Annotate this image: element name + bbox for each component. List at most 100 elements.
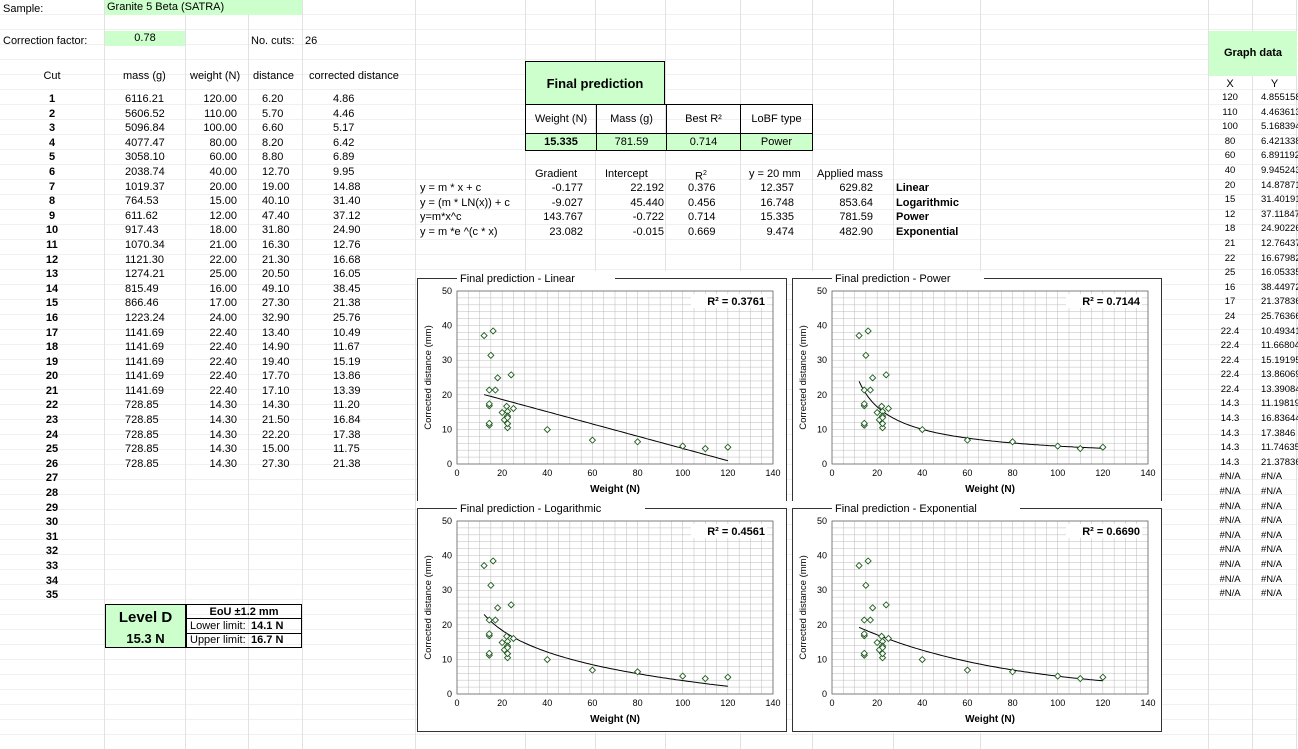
graph-x[interactable]: 24 — [1224, 310, 1236, 322]
graph-y[interactable]: 12.76437 — [1261, 237, 1298, 249]
cut-mass[interactable]: 6116.21 — [125, 93, 164, 105]
cut-mass[interactable]: 1121.30 — [125, 253, 164, 266]
cut-distance[interactable]: 40.10 — [262, 195, 290, 208]
cut-number[interactable]: 5 — [48, 151, 56, 164]
graph-x[interactable]: 40 — [1224, 164, 1236, 176]
cut-mass[interactable]: 2038.74 — [125, 165, 165, 178]
fit-intercept[interactable]: 45.440 — [630, 196, 664, 209]
cut-corrected-distance[interactable]: 11.67 — [333, 341, 360, 354]
cut-corrected-distance[interactable]: 12.76 — [333, 238, 361, 251]
cut-number[interactable]: 35 — [45, 589, 59, 602]
cut-number[interactable]: 11 — [46, 238, 58, 251]
cut-weight[interactable]: 120.00 — [203, 93, 237, 105]
cut-number[interactable]: 7 — [48, 180, 56, 193]
graph-y[interactable]: 17.3846 — [1261, 427, 1296, 439]
cut-corrected-distance[interactable]: 24.90 — [333, 224, 361, 237]
cut-mass[interactable]: 1141.69 — [125, 370, 164, 383]
cut-weight[interactable]: 100.00 — [203, 122, 237, 135]
graph-x[interactable]: #N/A — [1219, 559, 1241, 570]
cut-mass[interactable]: 728.85 — [125, 399, 159, 412]
cut-mass[interactable]: 1141.69 — [125, 326, 164, 339]
graph-y[interactable]: 5.168394 — [1261, 121, 1298, 133]
cut-mass[interactable]: 815.49 — [125, 282, 159, 295]
cut-distance[interactable]: 12.70 — [262, 165, 290, 178]
graph-y[interactable]: #N/A — [1261, 573, 1283, 585]
fit-applied-mass[interactable]: 482.90 — [839, 225, 873, 238]
graph-x[interactable]: 22.4 — [1220, 383, 1240, 395]
fp-weight-value[interactable]: 15.335 — [525, 133, 597, 151]
cut-number[interactable]: 26 — [45, 457, 59, 470]
cut-number[interactable]: 20 — [45, 370, 59, 383]
graph-x[interactable]: 18 — [1224, 223, 1236, 235]
graph-y[interactable]: 15.19195 — [1261, 354, 1298, 366]
cut-corrected-distance[interactable]: 4.86 — [333, 93, 355, 105]
graph-x[interactable]: 22.4 — [1220, 340, 1240, 352]
cut-distance[interactable]: 17.10 — [262, 384, 290, 397]
cut-corrected-distance[interactable]: 14.88 — [333, 180, 361, 193]
graph-x[interactable]: 22.4 — [1220, 325, 1240, 337]
cut-weight[interactable]: 22.40 — [209, 370, 237, 383]
cut-weight[interactable]: 80.00 — [209, 136, 237, 149]
graph-y[interactable]: 31.40191 — [1261, 194, 1298, 206]
fp-r2-value[interactable]: 0.714 — [666, 133, 741, 151]
cut-number[interactable]: 1 — [48, 93, 56, 105]
graph-y[interactable]: 9.945243 — [1261, 164, 1298, 176]
fit-applied-mass[interactable]: 781.59 — [839, 211, 873, 224]
cut-number[interactable]: 30 — [45, 516, 59, 529]
graph-x[interactable]: 110 — [1222, 106, 1238, 118]
graph-y[interactable]: 13.39084 — [1261, 383, 1298, 395]
graph-x[interactable]: 22.4 — [1220, 369, 1240, 381]
fit-r2[interactable]: 0.376 — [688, 182, 716, 194]
cut-distance[interactable]: 47.40 — [262, 209, 290, 222]
cut-distance[interactable]: 21.50 — [262, 414, 290, 427]
cut-distance[interactable]: 20.50 — [262, 268, 290, 281]
cut-distance[interactable]: 19.00 — [262, 180, 290, 193]
cut-distance[interactable]: 8.20 — [262, 136, 284, 149]
cut-mass[interactable]: 1274.21 — [125, 268, 165, 281]
cut-distance[interactable]: 14.90 — [262, 341, 290, 354]
graph-x[interactable]: 60 — [1224, 150, 1236, 162]
cut-number[interactable]: 16 — [45, 311, 59, 324]
fit-type[interactable]: Power — [896, 211, 930, 224]
cut-number[interactable]: 34 — [45, 574, 59, 587]
fit-y20[interactable]: 9.474 — [766, 225, 794, 238]
graph-y[interactable]: 21.37836 — [1261, 456, 1298, 468]
fit-gradient[interactable]: -0.177 — [551, 182, 583, 194]
cut-distance[interactable]: 6.20 — [262, 93, 284, 105]
graph-x[interactable]: 14.3 — [1220, 427, 1240, 439]
graph-x[interactable]: #N/A — [1219, 544, 1241, 556]
fit-y20[interactable]: 16.748 — [760, 196, 794, 209]
graph-x[interactable]: #N/A — [1219, 529, 1241, 541]
cut-number[interactable]: 18 — [45, 341, 59, 354]
cut-number[interactable]: 29 — [45, 501, 59, 514]
cut-distance[interactable]: 19.40 — [262, 355, 290, 368]
fp-mass-value[interactable]: 781.59 — [596, 133, 667, 151]
graph-x[interactable]: #N/A — [1219, 500, 1241, 512]
fit-y20[interactable]: 12.357 — [760, 182, 794, 194]
graph-y[interactable]: #N/A — [1261, 588, 1283, 600]
cut-distance[interactable]: 27.30 — [262, 457, 290, 470]
chart-logarithmic[interactable]: Final prediction - Logarithmic R² = 0.456… — [417, 501, 787, 733]
graph-y[interactable]: 11.19819 — [1261, 398, 1298, 410]
cut-distance[interactable]: 13.40 — [262, 326, 290, 339]
graph-y[interactable]: #N/A — [1261, 486, 1283, 498]
graph-y[interactable]: 6.891192 — [1261, 150, 1298, 162]
cut-corrected-distance[interactable]: 16.05 — [333, 268, 361, 281]
cut-number[interactable]: 8 — [48, 195, 56, 208]
fit-y20[interactable]: 15.335 — [760, 211, 794, 224]
cut-mass[interactable]: 1141.69 — [125, 355, 164, 368]
graph-x[interactable]: 14.3 — [1220, 398, 1240, 410]
fit-gradient[interactable]: 143.767 — [543, 211, 583, 224]
cut-mass[interactable]: 917.43 — [125, 224, 159, 237]
cut-number[interactable]: 23 — [45, 414, 59, 427]
cut-corrected-distance[interactable]: 13.39 — [333, 384, 361, 397]
cut-mass[interactable]: 728.85 — [125, 443, 159, 456]
cut-number[interactable]: 2 — [48, 107, 56, 120]
cut-distance[interactable]: 21.30 — [262, 253, 290, 266]
fit-gradient[interactable]: 23.082 — [549, 225, 583, 238]
cut-mass[interactable]: 3058.10 — [125, 151, 165, 164]
cut-distance[interactable]: 6.60 — [262, 122, 284, 135]
fit-r2[interactable]: 0.714 — [688, 211, 716, 224]
cut-corrected-distance[interactable]: 38.45 — [333, 282, 361, 295]
cut-weight[interactable]: 60.00 — [209, 151, 237, 164]
